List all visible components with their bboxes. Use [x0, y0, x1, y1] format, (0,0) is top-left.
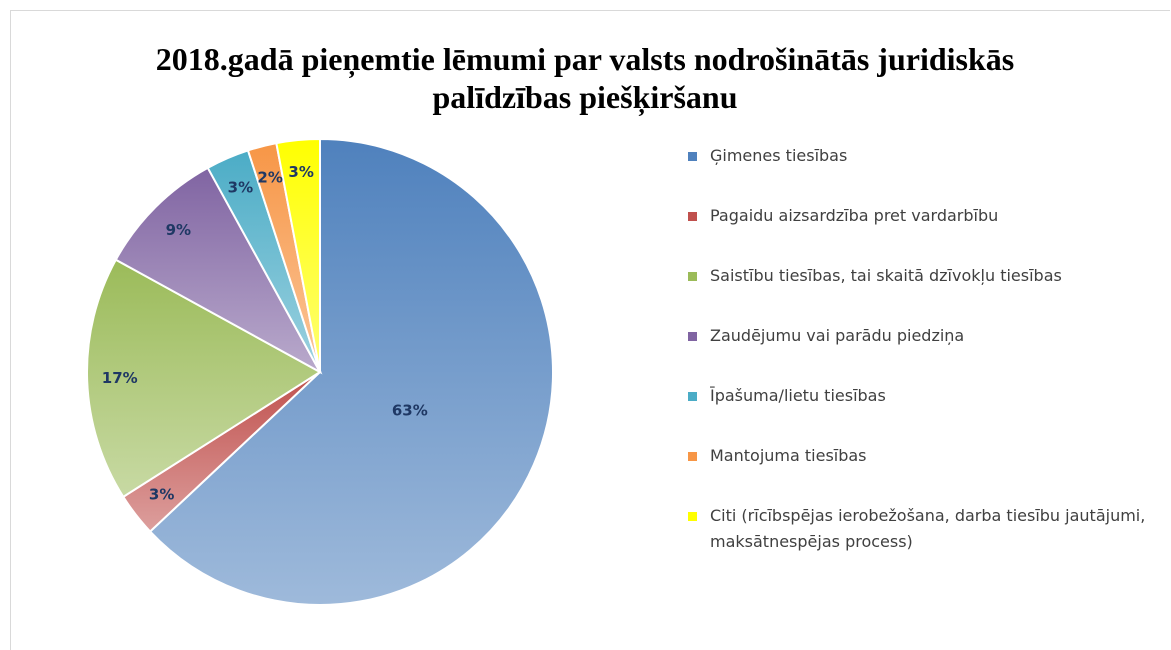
data-label: 17% — [102, 369, 138, 387]
legend-item: Pagaidu aizsardzība pret vardarbību — [688, 203, 1148, 263]
legend-item: Citi (rīcībspējas ierobežošana, darba ti… — [688, 503, 1148, 563]
data-label: 3% — [288, 163, 313, 181]
legend: Ģimenes tiesības Pagaidu aizsardzība pret… — [688, 143, 1148, 563]
legend-swatch — [688, 392, 697, 401]
legend-item: Mantojuma tiesības — [688, 443, 1148, 503]
data-label: 63% — [392, 401, 428, 419]
legend-swatch — [688, 452, 697, 461]
pie-slice — [148, 137, 554, 606]
legend-label: Citi (rīcībspējas ierobežošana, darba ti… — [710, 506, 1146, 551]
pie-slice — [114, 166, 323, 375]
data-label: 2% — [257, 168, 282, 186]
legend-swatch — [688, 512, 697, 521]
legend-item: Zaudējumu vai parādu piedziņa — [688, 323, 1148, 383]
legend-label: Ģimenes tiesības — [710, 146, 848, 165]
legend-swatch — [688, 152, 697, 161]
chart-frame — [10, 10, 1170, 650]
pie-slice — [275, 137, 321, 373]
chart-title: 2018.gadā pieņemtie lēmumi par valsts no… — [155, 41, 1015, 115]
legend-label: Mantojuma tiesības — [710, 446, 867, 465]
legend-swatch — [688, 212, 697, 221]
legend-item: Saistību tiesības, tai skaitā dzīvokļu t… — [688, 263, 1148, 323]
data-label: 3% — [228, 179, 253, 197]
data-label: 3% — [149, 485, 174, 503]
data-label: 9% — [166, 221, 191, 239]
legend-label: Pagaidu aizsardzība pret vardarbību — [710, 206, 999, 225]
pie-chart: 63%3%17%9%3%2% 3% — [86, 137, 554, 606]
legend-label: Zaudējumu vai parādu piedziņa — [710, 326, 965, 345]
legend-item: Īpašuma/lietu tiesības — [688, 383, 1148, 443]
pie-slice — [86, 258, 322, 499]
legend-swatch — [688, 272, 697, 281]
legend-item: Ģimenes tiesības — [688, 143, 1148, 203]
legend-swatch — [688, 332, 697, 341]
legend-label: Saistību tiesības, tai skaitā dzīvokļu t… — [710, 266, 1062, 285]
legend-label: Īpašuma/lietu tiesības — [710, 386, 886, 405]
